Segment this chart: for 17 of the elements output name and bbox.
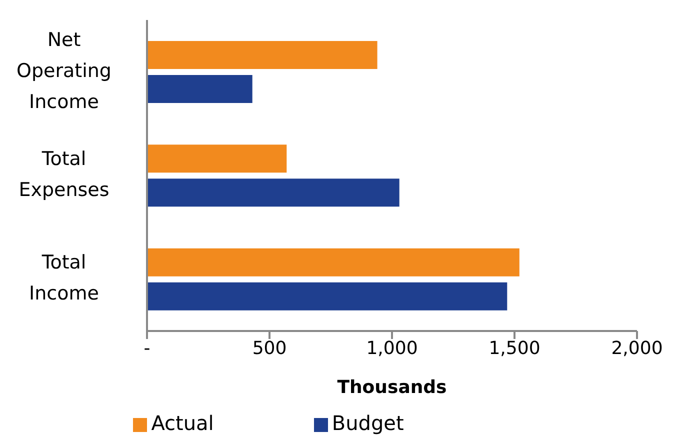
- y-tick-label: Total Income: [29, 252, 99, 305]
- x-tick-label: 500: [252, 338, 287, 359]
- bar: [147, 178, 400, 207]
- bar: [147, 144, 287, 173]
- bar: [147, 282, 508, 310]
- bar: [147, 75, 252, 103]
- y-tick-label: Total Expenses: [18, 148, 110, 202]
- legend-label: Actual: [151, 411, 214, 435]
- x-tick-label: 1,500: [488, 338, 540, 359]
- x-tick-label: 1,000: [366, 338, 418, 359]
- x-tick-label: 2,000: [611, 338, 663, 359]
- bar: [147, 41, 378, 69]
- bar: [147, 248, 520, 276]
- y-tick-label: Net Operating Income: [16, 29, 112, 114]
- legend-label: Budget: [332, 411, 404, 435]
- x-tick-label: -: [144, 338, 150, 359]
- x-axis-title: Thousands: [337, 377, 447, 398]
